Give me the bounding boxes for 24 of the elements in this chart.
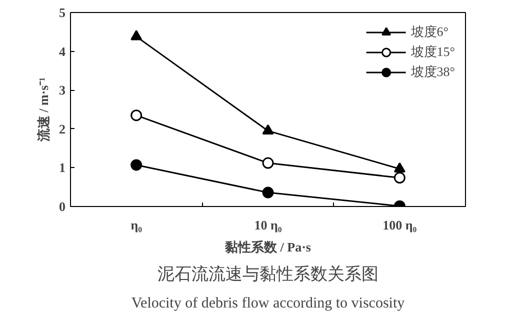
x-axis-title: 黏性系数 / Pa·s xyxy=(224,240,311,254)
point xyxy=(262,124,274,134)
legend-label: 坡度15° xyxy=(410,43,455,61)
x-tick-label: 100 η₀ xyxy=(382,218,417,232)
point xyxy=(394,162,406,172)
y-tick-label: 2 xyxy=(59,121,66,136)
text: Velocity of debris flow according to viscosity xyxy=(131,296,406,312)
y-axis-title: 流速 / m·s⁻¹ xyxy=(36,77,51,143)
point xyxy=(130,110,142,122)
point xyxy=(130,159,142,171)
legend-label: 坡度6° xyxy=(410,23,448,41)
x-tick-label: η₀ xyxy=(130,218,142,232)
y-tick-label: 0 xyxy=(59,199,66,214)
y-tick-label: 1 xyxy=(59,160,66,176)
point xyxy=(262,186,274,198)
point xyxy=(262,157,274,169)
y-tick-label: 5 xyxy=(59,5,66,20)
y-tick-label: 4 xyxy=(59,44,66,59)
text: 泥石流流速与黏性系数关系图 xyxy=(158,264,378,284)
point xyxy=(394,172,406,184)
point xyxy=(130,30,142,40)
x-tick-label: 10 η₀ xyxy=(254,218,282,232)
y-tick-label: 3 xyxy=(59,82,66,98)
legend-label: 坡度38° xyxy=(410,63,455,81)
